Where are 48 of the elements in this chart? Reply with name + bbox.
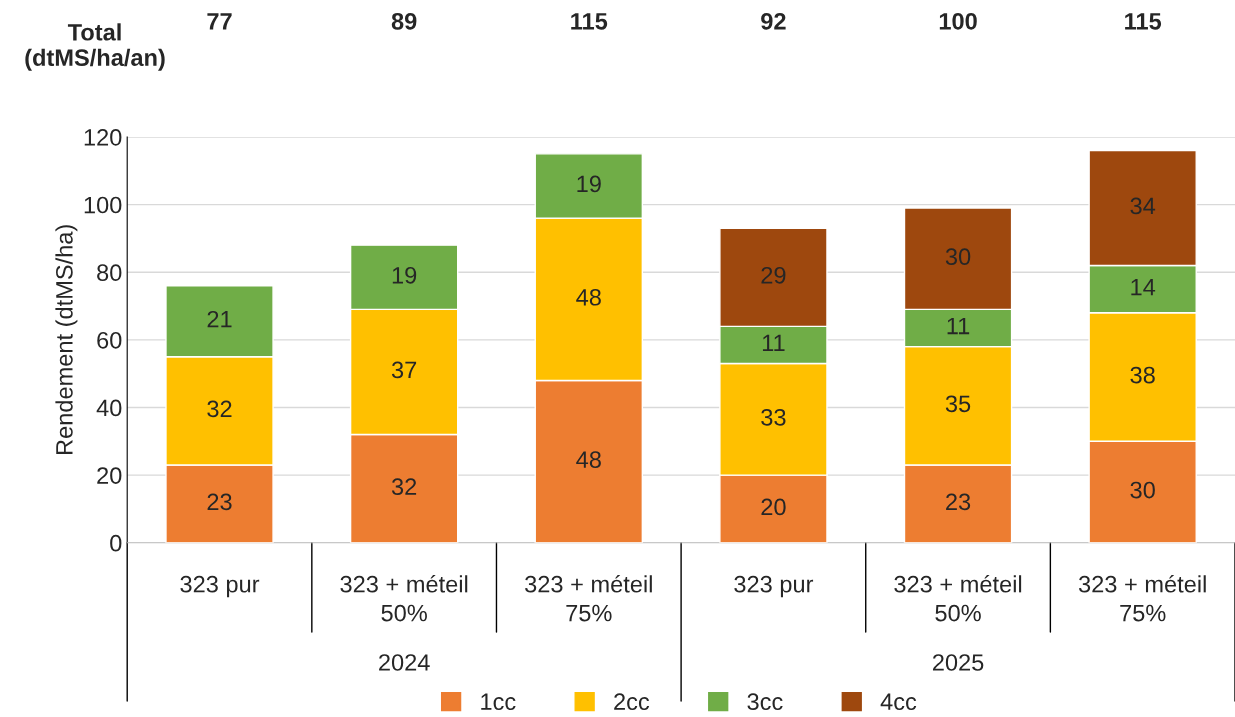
text: 115 [1125, 13, 1162, 30]
data-label: 19 [577, 175, 601, 193]
y-tick-label: 80 [97, 264, 122, 282]
text: 89 [391, 12, 417, 30]
data-label: 48 [576, 288, 601, 306]
y-tick-label: 60 [97, 331, 122, 349]
text: 2024 [379, 654, 430, 671]
x-tick-label: 323 + méteil 50% [894, 574, 1022, 622]
data-label: 38 [1130, 366, 1155, 384]
text: Total (dtMS/ha/an) [25, 23, 165, 71]
data-label: 34 [1130, 197, 1156, 215]
legend-label: 2cc [614, 693, 650, 711]
x-tick-label: 323 + méteil 50% [340, 574, 468, 622]
x-tick-label: 323 pur [734, 575, 814, 598]
text: 77 [207, 13, 232, 30]
data-label: 32 [391, 478, 417, 495]
data-label: 19 [392, 266, 417, 284]
data-label: 14 [1131, 278, 1156, 296]
text: 115 [571, 13, 608, 30]
x-tick-label: 323 + méteil 75% [1078, 574, 1206, 622]
text: 92 [761, 12, 786, 30]
legend-label: 4cc [880, 693, 917, 711]
x-tick-label: 323 pur [180, 575, 260, 598]
y-tick-label: 0 [110, 534, 122, 552]
data-label: 35 [945, 395, 971, 413]
legend-label: 1cc [481, 693, 516, 711]
data-label: 32 [207, 400, 232, 418]
data-label: 29 [761, 266, 786, 284]
data-label: 30 [1130, 481, 1155, 499]
y-axis-title: Rendement (dtMS/ha) [55, 225, 78, 455]
data-label: 20 [761, 498, 786, 516]
data-label: 37 [391, 361, 417, 379]
legend-label: 3cc [747, 693, 783, 711]
text: 2025 [932, 654, 984, 671]
y-tick-label: 20 [97, 467, 122, 484]
data-label: 23 [207, 493, 232, 511]
data-label: 33 [761, 408, 786, 426]
data-label: 11 [947, 317, 970, 335]
x-tick-label: 323 + méteil 75% [525, 574, 652, 622]
data-label: 48 [576, 451, 601, 468]
y-tick-label: 40 [96, 399, 122, 417]
y-tick-label: 100 [84, 196, 122, 214]
data-label: 11 [762, 334, 785, 352]
data-label: 30 [945, 248, 971, 266]
data-label: 21 [207, 310, 232, 328]
y-tick-label: 120 [84, 129, 122, 146]
data-label: 23 [946, 493, 971, 511]
text: 100 [939, 12, 977, 30]
